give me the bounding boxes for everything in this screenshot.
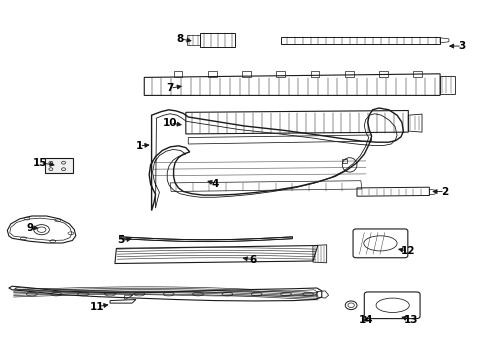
Text: 12: 12	[400, 246, 415, 256]
Text: 11: 11	[89, 302, 104, 312]
Text: 13: 13	[403, 315, 417, 325]
Text: 14: 14	[358, 315, 372, 325]
Text: 5: 5	[118, 235, 124, 246]
Text: 3: 3	[458, 41, 465, 51]
Text: 2: 2	[441, 186, 447, 197]
Text: 7: 7	[166, 83, 174, 93]
Text: 1: 1	[136, 141, 142, 151]
Text: 15: 15	[33, 158, 47, 168]
Text: 4: 4	[211, 179, 219, 189]
Text: 8: 8	[176, 34, 183, 44]
Text: 10: 10	[163, 118, 177, 128]
Text: 6: 6	[249, 255, 256, 265]
Text: 9: 9	[27, 222, 34, 233]
Polygon shape	[45, 158, 73, 173]
